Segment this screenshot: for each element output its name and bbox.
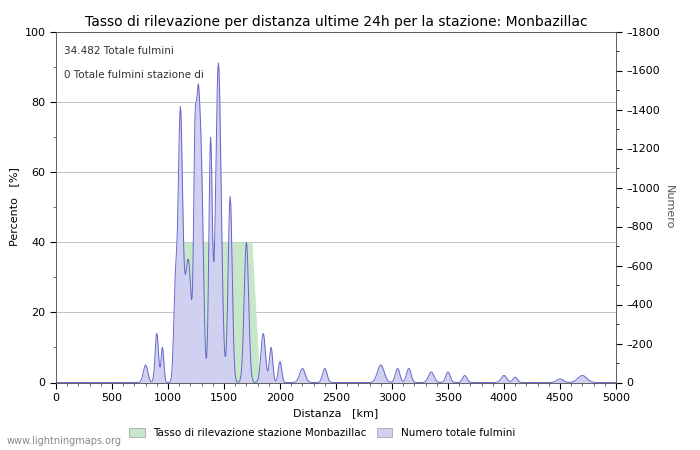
Text: 34.482 Totale fulmini: 34.482 Totale fulmini: [64, 45, 174, 55]
Y-axis label: Percento   [%]: Percento [%]: [9, 167, 19, 247]
X-axis label: Distanza   [km]: Distanza [km]: [293, 409, 379, 419]
Text: 0 Totale fulmini stazione di: 0 Totale fulmini stazione di: [64, 70, 204, 80]
Title: Tasso di rilevazione per distanza ultime 24h per la stazione: Monbazillac: Tasso di rilevazione per distanza ultime…: [85, 15, 587, 29]
Y-axis label: Numero: Numero: [664, 185, 674, 229]
Text: www.lightningmaps.org: www.lightningmaps.org: [7, 436, 122, 446]
Legend: Tasso di rilevazione stazione Monbazillac, Numero totale fulmini: Tasso di rilevazione stazione Monbazilla…: [125, 424, 519, 442]
